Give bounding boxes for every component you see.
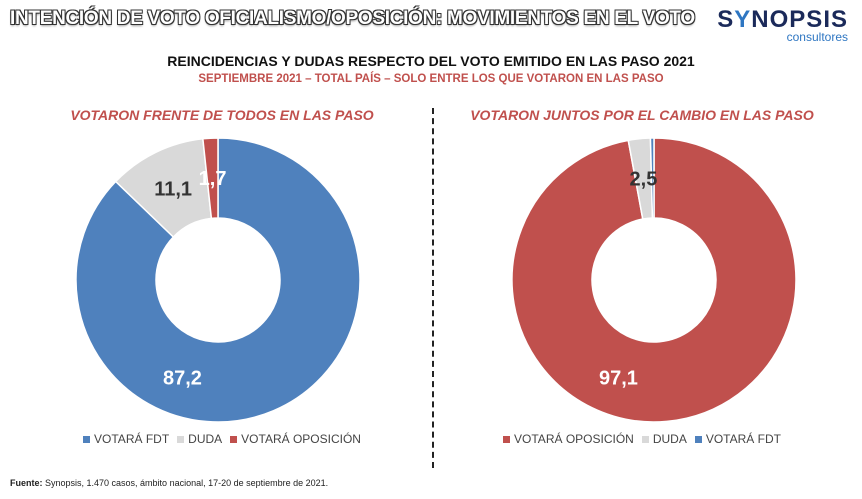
synopsis-logo: SYNOPSIS consultores: [717, 6, 848, 44]
legend-label: VOTARÁ FDT: [705, 432, 781, 446]
source-note: Fuente: Synopsis, 1.470 casos, ámbito na…: [10, 478, 328, 488]
legend-swatch: [83, 436, 91, 444]
legend-item-1-2: VOTARÁ FDT: [694, 432, 781, 446]
donut-label-1-0: 97,1: [599, 368, 638, 390]
legend-label: VOTARÁ OPOSICIÓN: [514, 432, 634, 446]
logo-rest: NOPSIS: [751, 6, 848, 33]
legend-swatch: [230, 436, 238, 444]
source-text: Synopsis, 1.470 casos, ámbito nacional, …: [42, 478, 329, 488]
legend-swatch: [503, 436, 511, 444]
legend-label: VOTARÁ OPOSICIÓN: [241, 432, 361, 446]
chart-subtitle-detail: SEPTIEMBRE 2021 – TOTAL PAÍS – SOLO ENTR…: [198, 73, 664, 85]
panel-divider: [432, 108, 434, 468]
page-title: INTENCIÓN DE VOTO OFICIALISMO/OPOSICIÓN:…: [10, 8, 695, 29]
legend-item-1-0: VOTARÁ OPOSICIÓN: [503, 432, 634, 446]
logo-wordmark: SYNOPSIS: [717, 6, 848, 34]
legend-swatch: [177, 436, 185, 444]
source-label: Fuente:: [10, 478, 43, 488]
donut-slice-0-2: [202, 137, 219, 220]
donut-label-0-2: 1,7: [199, 168, 227, 190]
left-panel-title: VOTARON FRENTE DE TODOS EN LAS PASO: [70, 107, 374, 123]
right-panel-title: VOTARON JUNTOS POR EL CAMBIO EN LAS PASO: [470, 107, 814, 123]
left-legend: VOTARÁ FDT DUDA VOTARÁ OPOSICIÓN: [12, 432, 432, 446]
legend-item-0-0: VOTARÁ FDT: [83, 432, 169, 446]
donut-slice-0-0: [75, 137, 361, 423]
left-donut-chart: 87,2 11,1 1,7: [75, 137, 361, 423]
legend-label: DUDA: [188, 432, 223, 446]
donut-label-0-1: 11,1: [154, 178, 192, 200]
logo-y: Y: [734, 6, 752, 33]
legend-item-1-1: DUDA: [641, 432, 687, 446]
donut-label-1-1: 2,5: [630, 169, 658, 191]
legend-label: DUDA: [652, 432, 687, 446]
legend-item-0-2: VOTARÁ OPOSICIÓN: [230, 432, 361, 446]
legend-label: VOTARÁ FDT: [94, 432, 170, 446]
legend-item-0-1: DUDA: [177, 432, 222, 446]
right-donut-chart: 97,1 2,5: [511, 137, 797, 423]
chart-subtitle: REINCIDENCIAS Y DUDAS RESPECTO DEL VOTO …: [167, 53, 695, 69]
logo-s: S: [717, 6, 735, 33]
legend-swatch: [694, 436, 702, 444]
legend-swatch: [641, 436, 649, 444]
donut-slice-1-0: [511, 137, 797, 423]
donut-slice-1-2: [649, 137, 655, 219]
donut-label-0-0: 87,2: [163, 368, 202, 390]
right-legend: VOTARÁ OPOSICIÓN DUDA VOTARÁ FDT: [432, 432, 852, 446]
logo-subtitle: consultores: [786, 30, 848, 44]
